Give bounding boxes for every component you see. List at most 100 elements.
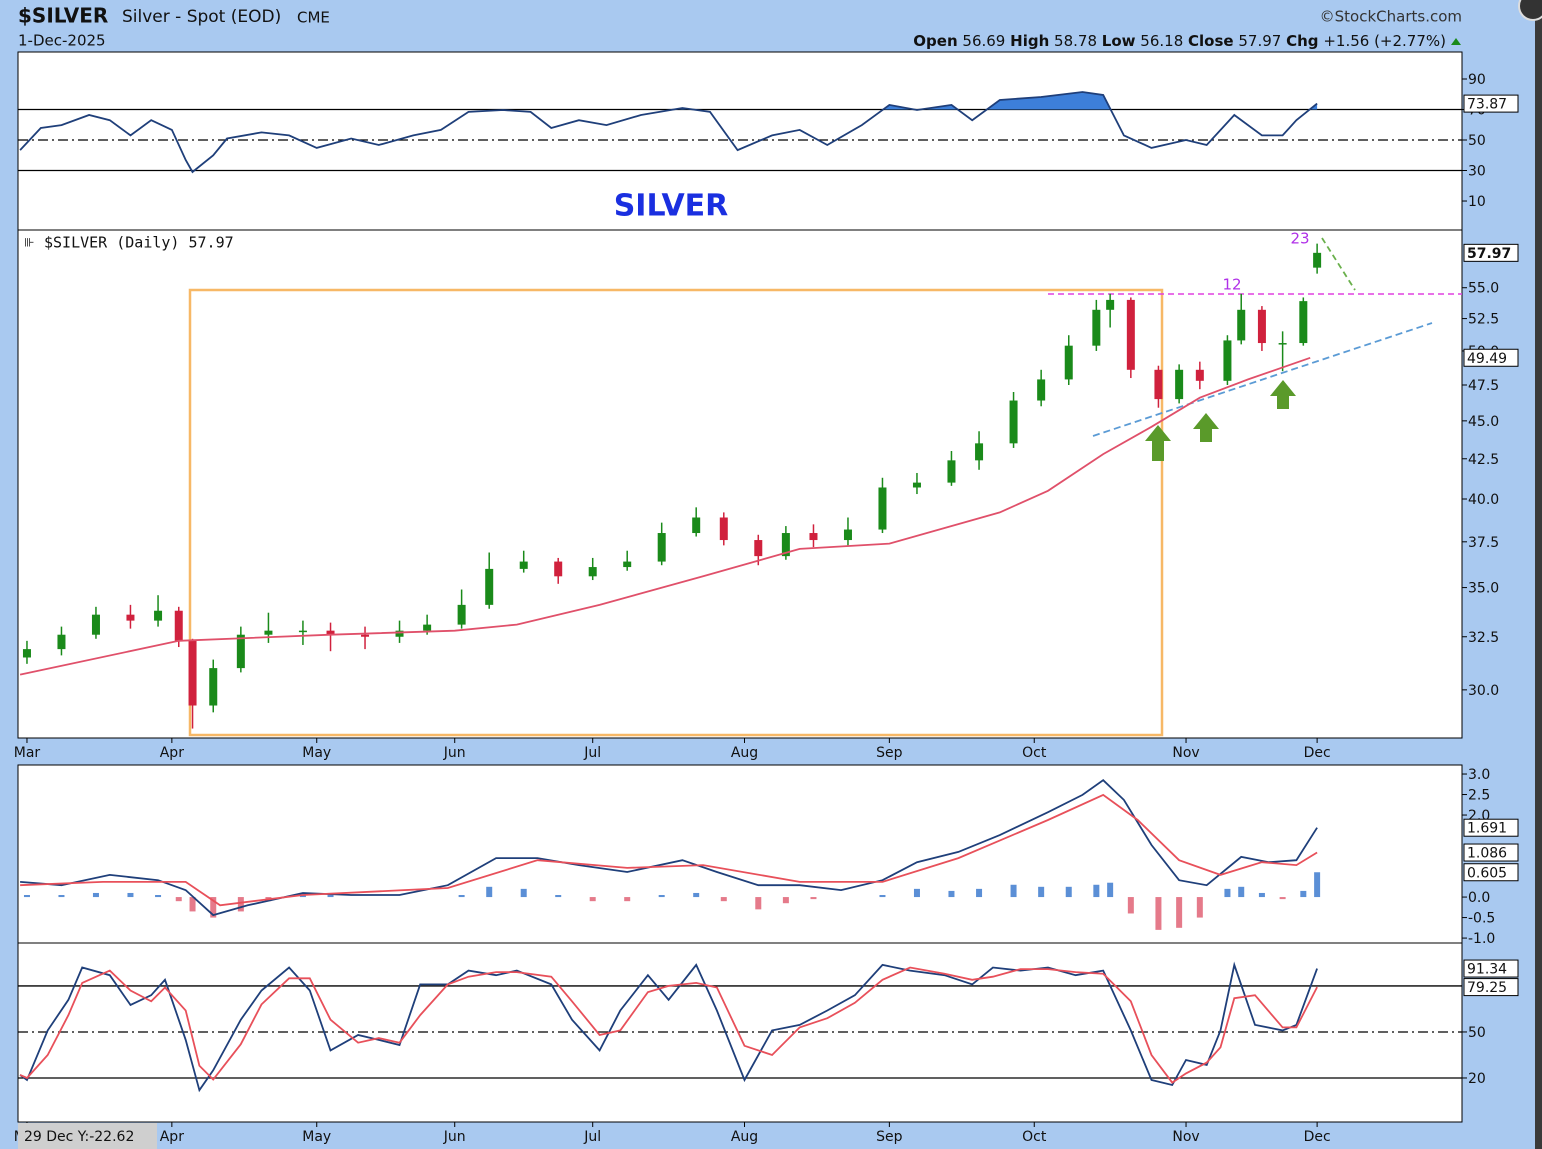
histogram-bar <box>189 897 196 912</box>
x-tick-label: Sep <box>876 745 903 761</box>
histogram-bar <box>1093 884 1100 898</box>
candle-body <box>423 624 432 631</box>
symbol: $SILVER <box>18 4 108 28</box>
series-line <box>19 356 1311 676</box>
candle-body <box>126 614 135 621</box>
histogram-bar <box>1300 890 1307 898</box>
y-tick-label: 55.0 <box>1468 281 1499 297</box>
candle-body <box>264 630 273 635</box>
y-tick-label: 30.0 <box>1468 683 1499 699</box>
stat-label: High <box>1010 32 1049 50</box>
x-tick-label: Sep <box>876 1129 903 1145</box>
histogram-bar <box>658 895 665 898</box>
histogram-bar <box>58 895 65 898</box>
last-value-box <box>1463 818 1519 837</box>
candle-body <box>692 517 701 534</box>
close-button[interactable] <box>1518 0 1542 21</box>
source: ©StockCharts.com <box>1320 8 1462 26</box>
y-tick-label: 20 <box>1468 1071 1486 1087</box>
y-tick-label: -1.0 <box>1468 931 1495 947</box>
x-tick-label: Nov <box>1172 745 1199 761</box>
histogram-bar <box>555 895 562 898</box>
histogram-bar <box>589 897 596 902</box>
candle-body <box>22 649 31 658</box>
overbought-fill <box>673 92 1318 110</box>
candle-body <box>395 630 404 637</box>
x-tick-label: Aug <box>731 745 758 761</box>
histogram-bar <box>1224 888 1231 898</box>
histogram-bar <box>720 897 727 902</box>
change-arrow <box>1451 38 1461 45</box>
y-tick-label: 0.0 <box>1468 890 1490 906</box>
x-tick-label: Apr <box>160 745 184 761</box>
down-arrow-line <box>1321 237 1356 291</box>
x-tick-label: Oct <box>1022 745 1047 761</box>
candle-body <box>1299 301 1308 344</box>
last-value-label: 79.25 <box>1467 980 1507 996</box>
stat-label: Chg <box>1286 32 1318 50</box>
ohlc-stats: Open 56.69 High 58.78 Low 56.18 Close 57… <box>913 32 1446 50</box>
y-tick-label: 50 <box>1468 1025 1486 1041</box>
x-tick-label: Mar <box>14 745 41 761</box>
series-line <box>19 966 1318 1084</box>
histogram-bar <box>520 888 527 898</box>
candle-body <box>485 568 494 605</box>
histogram-bar <box>23 895 30 898</box>
candle-body <box>519 561 528 569</box>
histogram-bar <box>1258 892 1265 898</box>
stat-value: +1.56 (+2.77%) <box>1323 32 1446 50</box>
candle-body <box>809 533 818 541</box>
y-tick-label: 35.0 <box>1468 581 1499 597</box>
marks: 907050301073.8730.032.535.037.540.042.54… <box>14 72 1519 1145</box>
histogram-bar <box>693 892 700 898</box>
candle-body <box>1154 369 1163 400</box>
histogram-bar <box>948 890 955 898</box>
up-arrow <box>1145 425 1171 461</box>
candle-body <box>1223 340 1232 381</box>
histogram-bar <box>810 897 817 900</box>
up-arrow <box>1193 413 1219 442</box>
x-tick-label: Jun <box>443 745 466 761</box>
histogram-bar <box>486 886 493 898</box>
histogram-bar <box>237 897 244 912</box>
candle-body <box>1064 345 1073 380</box>
y-tick-label: 52.5 <box>1468 312 1499 328</box>
histogram-bar <box>1279 897 1286 900</box>
last-value-label: 1.086 <box>1467 846 1507 862</box>
price-label: $SILVER (Daily) 57.97 <box>44 234 234 252</box>
last-value-box <box>1463 959 1519 978</box>
candle-body <box>209 668 218 706</box>
x-tick-label: Nov <box>1172 1129 1199 1145</box>
last-value-box <box>1463 243 1519 262</box>
stat-label: Open <box>913 32 957 50</box>
candle-body <box>57 634 66 650</box>
histogram-bar <box>1196 897 1203 918</box>
candle-body <box>1313 252 1322 268</box>
candle-body <box>457 604 466 625</box>
candle-body <box>588 567 597 577</box>
y-tick-label: 2.5 <box>1468 788 1490 804</box>
x-tick-label: Jul <box>583 745 601 761</box>
histogram-bar <box>1107 882 1114 898</box>
candle-body <box>1009 400 1018 444</box>
last-value-label: 49.49 <box>1467 351 1507 367</box>
last-value-label: 91.34 <box>1467 962 1507 978</box>
y-tick-label: 45.0 <box>1468 414 1499 430</box>
stat-value: 57.97 <box>1238 32 1281 50</box>
last-value-box <box>1463 348 1519 367</box>
histogram-bar <box>1155 897 1162 930</box>
y-tick-label: 3.0 <box>1468 767 1490 783</box>
price-panel <box>17 229 1463 739</box>
candle-body <box>554 561 563 577</box>
y-tick-label: 10 <box>1468 194 1486 210</box>
series-line <box>20 793 1318 907</box>
histogram-bar <box>175 897 182 902</box>
y-tick-label: -0.5 <box>1468 911 1495 927</box>
candle-body <box>781 533 790 557</box>
histogram-bar <box>1127 897 1134 914</box>
histogram-bar <box>1010 884 1017 898</box>
histogram-bar <box>782 897 789 904</box>
histogram-bar <box>458 895 465 898</box>
histogram-bar <box>624 897 631 902</box>
x-tick-label: Apr <box>160 1129 184 1145</box>
